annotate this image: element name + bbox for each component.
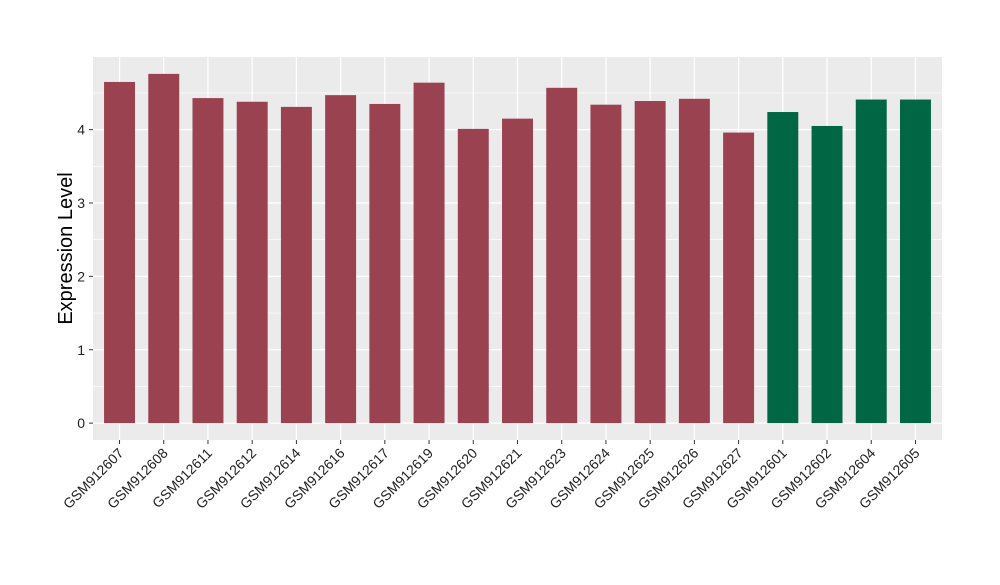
- bar-GSM912601: [767, 112, 799, 424]
- bar-GSM912607: [104, 81, 136, 424]
- bar-GSM912625: [634, 101, 666, 424]
- y-tick-label: 0: [77, 415, 85, 431]
- bar-GSM912619: [413, 82, 445, 424]
- y-tick-label: 2: [77, 268, 85, 284]
- bar-GSM912621: [502, 118, 533, 424]
- bar-GSM912604: [855, 99, 887, 424]
- y-tick-label: 1: [77, 342, 85, 358]
- bar-GSM912614: [280, 106, 312, 424]
- bar-GSM912616: [325, 95, 357, 424]
- bar-GSM912611: [192, 98, 224, 424]
- y-tick-label: 3: [77, 195, 85, 211]
- bar-GSM912605: [899, 99, 931, 424]
- bar-GSM912624: [590, 104, 622, 424]
- bar-GSM912626: [678, 98, 710, 424]
- bar-GSM912617: [369, 103, 401, 424]
- y-axis-title: Expression Level: [55, 172, 77, 324]
- bar-GSM912602: [811, 125, 843, 424]
- bar-GSM912608: [148, 73, 180, 424]
- y-tick-label: 4: [77, 122, 85, 138]
- bar-GSM912620: [457, 128, 489, 424]
- bar-GSM912627: [723, 132, 755, 424]
- bar-GSM912612: [236, 101, 268, 424]
- bar-GSM912623: [546, 87, 578, 424]
